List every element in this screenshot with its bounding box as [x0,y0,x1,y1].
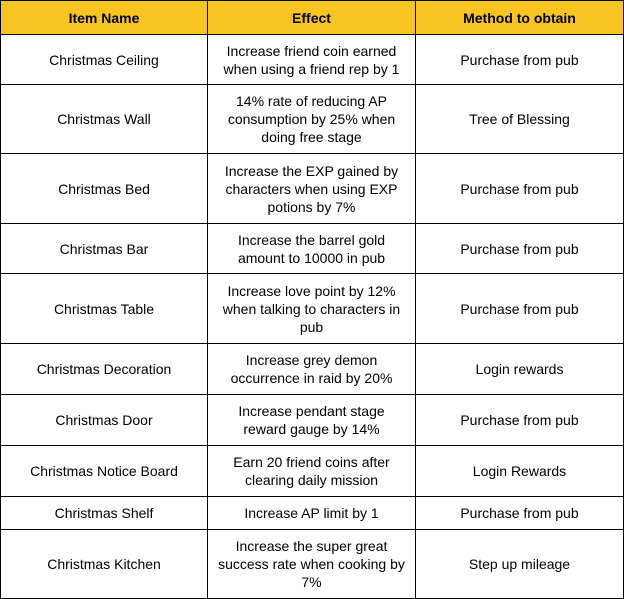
cell-method: Purchase from pub [415,394,624,446]
cell-method: Purchase from pub [415,223,624,274]
cell-item-name: Christmas Kitchen [0,529,208,599]
cell-method: Purchase from pub [415,34,624,85]
table-row: Christmas Kitchen Increase the super gre… [0,529,624,599]
cell-effect: Earn 20 friend coins after clearing dail… [207,445,416,497]
table-row: Christmas Shelf Increase AP limit by 1 P… [0,496,624,530]
cell-item-name: Christmas Ceiling [0,34,208,85]
cell-method: Login rewards [415,343,624,395]
table-row: Christmas Door Increase pendant stage re… [0,394,624,446]
cell-item-name: Christmas Bed [0,153,208,224]
cell-item-name: Christmas Notice Board [0,445,208,497]
table-row: Christmas Ceiling Increase friend coin e… [0,34,624,85]
cell-method: Tree of Blessing [415,84,624,154]
table-row: Christmas Table Increase love point by 1… [0,273,624,344]
cell-effect: Increase the EXP gained by characters wh… [207,153,416,224]
cell-item-name: Christmas Wall [0,84,208,154]
cell-item-name: Christmas Shelf [0,496,208,530]
cell-method: Login Rewards [415,445,624,497]
cell-item-name: Christmas Door [0,394,208,446]
cell-method: Purchase from pub [415,153,624,224]
table-row: Christmas Decoration Increase grey demon… [0,343,624,395]
cell-effect: Increase the barrel gold amount to 10000… [207,223,416,274]
cell-item-name: Christmas Bar [0,223,208,274]
cell-method: Step up mileage [415,529,624,599]
table-row: Christmas Wall 14% rate of reducing AP c… [0,84,624,154]
header-row: Item Name Effect Method to obtain [0,0,624,35]
cell-method: Purchase from pub [415,273,624,344]
cell-item-name: Christmas Decoration [0,343,208,395]
cell-effect: Increase grey demon occurrence in raid b… [207,343,416,395]
header-item-name: Item Name [0,0,208,35]
cell-effect: 14% rate of reducing AP consumption by 2… [207,84,416,154]
header-method: Method to obtain [415,0,624,35]
header-effect: Effect [207,0,416,35]
cell-effect: Increase friend coin earned when using a… [207,34,416,85]
cell-item-name: Christmas Table [0,273,208,344]
cell-effect: Increase love point by 12% when talking … [207,273,416,344]
table-row: Christmas Bed Increase the EXP gained by… [0,153,624,224]
table-row: Christmas Notice Board Earn 20 friend co… [0,445,624,497]
cell-effect: Increase the super great success rate wh… [207,529,416,599]
cell-effect: Increase AP limit by 1 [207,496,416,530]
table-row: Christmas Bar Increase the barrel gold a… [0,223,624,274]
cell-effect: Increase pendant stage reward gauge by 1… [207,394,416,446]
cell-method: Purchase from pub [415,496,624,530]
